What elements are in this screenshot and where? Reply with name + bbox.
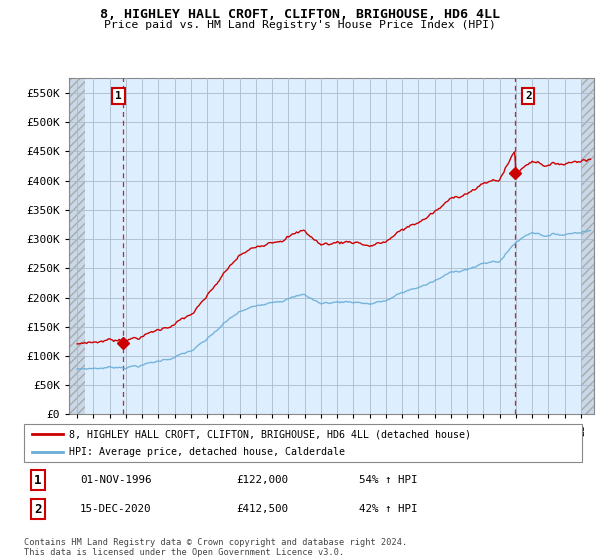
Text: 8, HIGHLEY HALL CROFT, CLIFTON, BRIGHOUSE, HD6 4LL: 8, HIGHLEY HALL CROFT, CLIFTON, BRIGHOUS… [100, 8, 500, 21]
Text: Contains HM Land Registry data © Crown copyright and database right 2024.
This d: Contains HM Land Registry data © Crown c… [24, 538, 407, 557]
Text: Price paid vs. HM Land Registry's House Price Index (HPI): Price paid vs. HM Land Registry's House … [104, 20, 496, 30]
Text: 2: 2 [34, 503, 42, 516]
Text: 54% ↑ HPI: 54% ↑ HPI [359, 475, 418, 486]
Text: 01-NOV-1996: 01-NOV-1996 [80, 475, 151, 486]
Text: 42% ↑ HPI: 42% ↑ HPI [359, 504, 418, 514]
Text: 1: 1 [115, 91, 122, 101]
Text: 2: 2 [525, 91, 532, 101]
Bar [69, 78, 85, 414]
Text: HPI: Average price, detached house, Calderdale: HPI: Average price, detached house, Cald… [68, 447, 344, 457]
Text: £412,500: £412,500 [236, 504, 288, 514]
Text: £122,000: £122,000 [236, 475, 288, 486]
Text: 8, HIGHLEY HALL CROFT, CLIFTON, BRIGHOUSE, HD6 4LL (detached house): 8, HIGHLEY HALL CROFT, CLIFTON, BRIGHOUS… [68, 429, 470, 439]
FancyBboxPatch shape [24, 424, 582, 462]
Text: 15-DEC-2020: 15-DEC-2020 [80, 504, 151, 514]
Bar [581, 78, 594, 414]
Text: 1: 1 [34, 474, 42, 487]
